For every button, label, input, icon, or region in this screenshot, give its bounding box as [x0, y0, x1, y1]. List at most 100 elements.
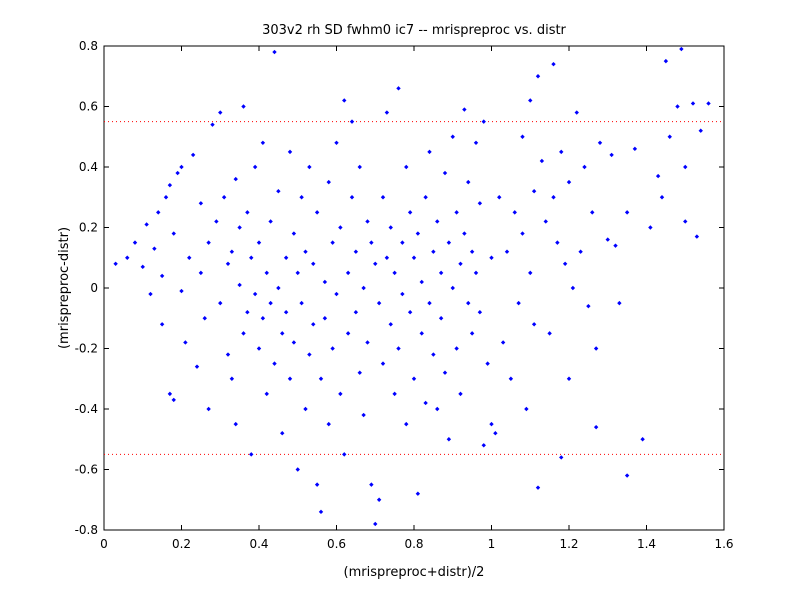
data-point	[504, 249, 510, 254]
data-point	[206, 406, 211, 412]
data-point	[303, 249, 308, 254]
data-point	[295, 467, 300, 472]
data-point	[446, 240, 452, 245]
data-point	[384, 110, 390, 115]
data-point	[706, 101, 711, 106]
data-point	[159, 322, 165, 327]
data-point	[283, 310, 289, 315]
data-point	[307, 352, 312, 357]
data-point	[345, 270, 351, 276]
data-point	[318, 509, 324, 515]
data-point	[698, 128, 703, 133]
data-point	[454, 346, 459, 351]
data-point	[632, 146, 638, 152]
data-point	[423, 400, 428, 406]
y-tick-label: -0.4	[75, 402, 98, 416]
data-point	[555, 240, 560, 245]
data-point	[322, 316, 328, 321]
y-tick-label: -0.6	[75, 463, 98, 477]
data-point	[535, 485, 541, 490]
data-point	[373, 521, 378, 527]
data-point	[249, 452, 254, 457]
data-point	[559, 455, 564, 460]
data-point	[380, 195, 386, 200]
data-point	[404, 421, 409, 427]
data-point	[233, 176, 238, 182]
data-point	[264, 270, 269, 276]
data-point	[353, 249, 359, 254]
y-tick-label: 0.2	[79, 221, 98, 235]
data-point	[132, 240, 138, 245]
data-point	[593, 346, 599, 351]
data-point	[311, 261, 316, 266]
data-point	[524, 406, 529, 412]
data-point	[314, 210, 320, 215]
data-point	[334, 291, 339, 297]
data-point	[462, 107, 467, 112]
data-point	[435, 406, 440, 412]
data-point	[531, 189, 537, 194]
data-point	[268, 300, 273, 306]
data-point	[125, 255, 130, 260]
data-point	[349, 119, 355, 124]
data-point	[353, 310, 359, 315]
data-point	[427, 149, 432, 155]
data-point	[369, 482, 374, 487]
data-point	[419, 331, 424, 336]
data-point	[400, 240, 405, 245]
data-point	[396, 346, 401, 351]
plot-area	[103, 45, 725, 531]
data-point	[361, 412, 366, 418]
y-tick-label: -0.8	[75, 523, 98, 537]
data-point	[256, 240, 262, 245]
data-point	[489, 255, 494, 260]
data-point	[411, 376, 417, 381]
data-point	[531, 322, 537, 327]
data-point	[655, 173, 661, 179]
data-point	[694, 234, 700, 239]
data-point	[648, 225, 653, 230]
data-point	[450, 134, 455, 139]
data-point	[167, 391, 173, 397]
data-point	[407, 210, 413, 215]
data-point	[481, 443, 486, 448]
data-point	[330, 240, 335, 245]
data-point	[280, 431, 285, 436]
data-point	[156, 210, 161, 215]
data-point	[322, 279, 328, 285]
data-point	[183, 340, 188, 345]
data-point	[295, 270, 300, 276]
data-point	[663, 58, 669, 64]
data-point	[469, 249, 475, 254]
data-point	[473, 270, 479, 276]
data-point	[210, 122, 215, 127]
data-point	[376, 497, 382, 502]
data-point	[272, 49, 277, 55]
data-point	[245, 310, 250, 315]
data-point	[268, 219, 273, 224]
x-tick-label: 0.6	[327, 537, 346, 551]
data-point	[249, 255, 254, 260]
x-tick-label: 1.4	[637, 537, 656, 551]
data-point	[187, 255, 192, 260]
y-tick-label: 0.6	[79, 100, 98, 114]
data-point	[462, 231, 467, 236]
data-point	[578, 249, 583, 254]
data-point	[392, 391, 397, 397]
data-point	[404, 164, 409, 170]
data-point	[245, 210, 250, 215]
data-point	[431, 249, 436, 254]
x-tick-label: 0.4	[249, 537, 268, 551]
data-point	[624, 473, 630, 478]
data-point	[582, 164, 587, 170]
data-point	[214, 219, 219, 224]
data-point	[458, 391, 463, 397]
data-point	[152, 246, 157, 251]
data-point	[489, 421, 494, 427]
data-points	[113, 46, 711, 527]
data-point	[497, 195, 502, 200]
data-point	[163, 195, 169, 200]
data-point	[597, 140, 603, 145]
data-point	[256, 346, 262, 351]
data-point	[373, 261, 378, 266]
